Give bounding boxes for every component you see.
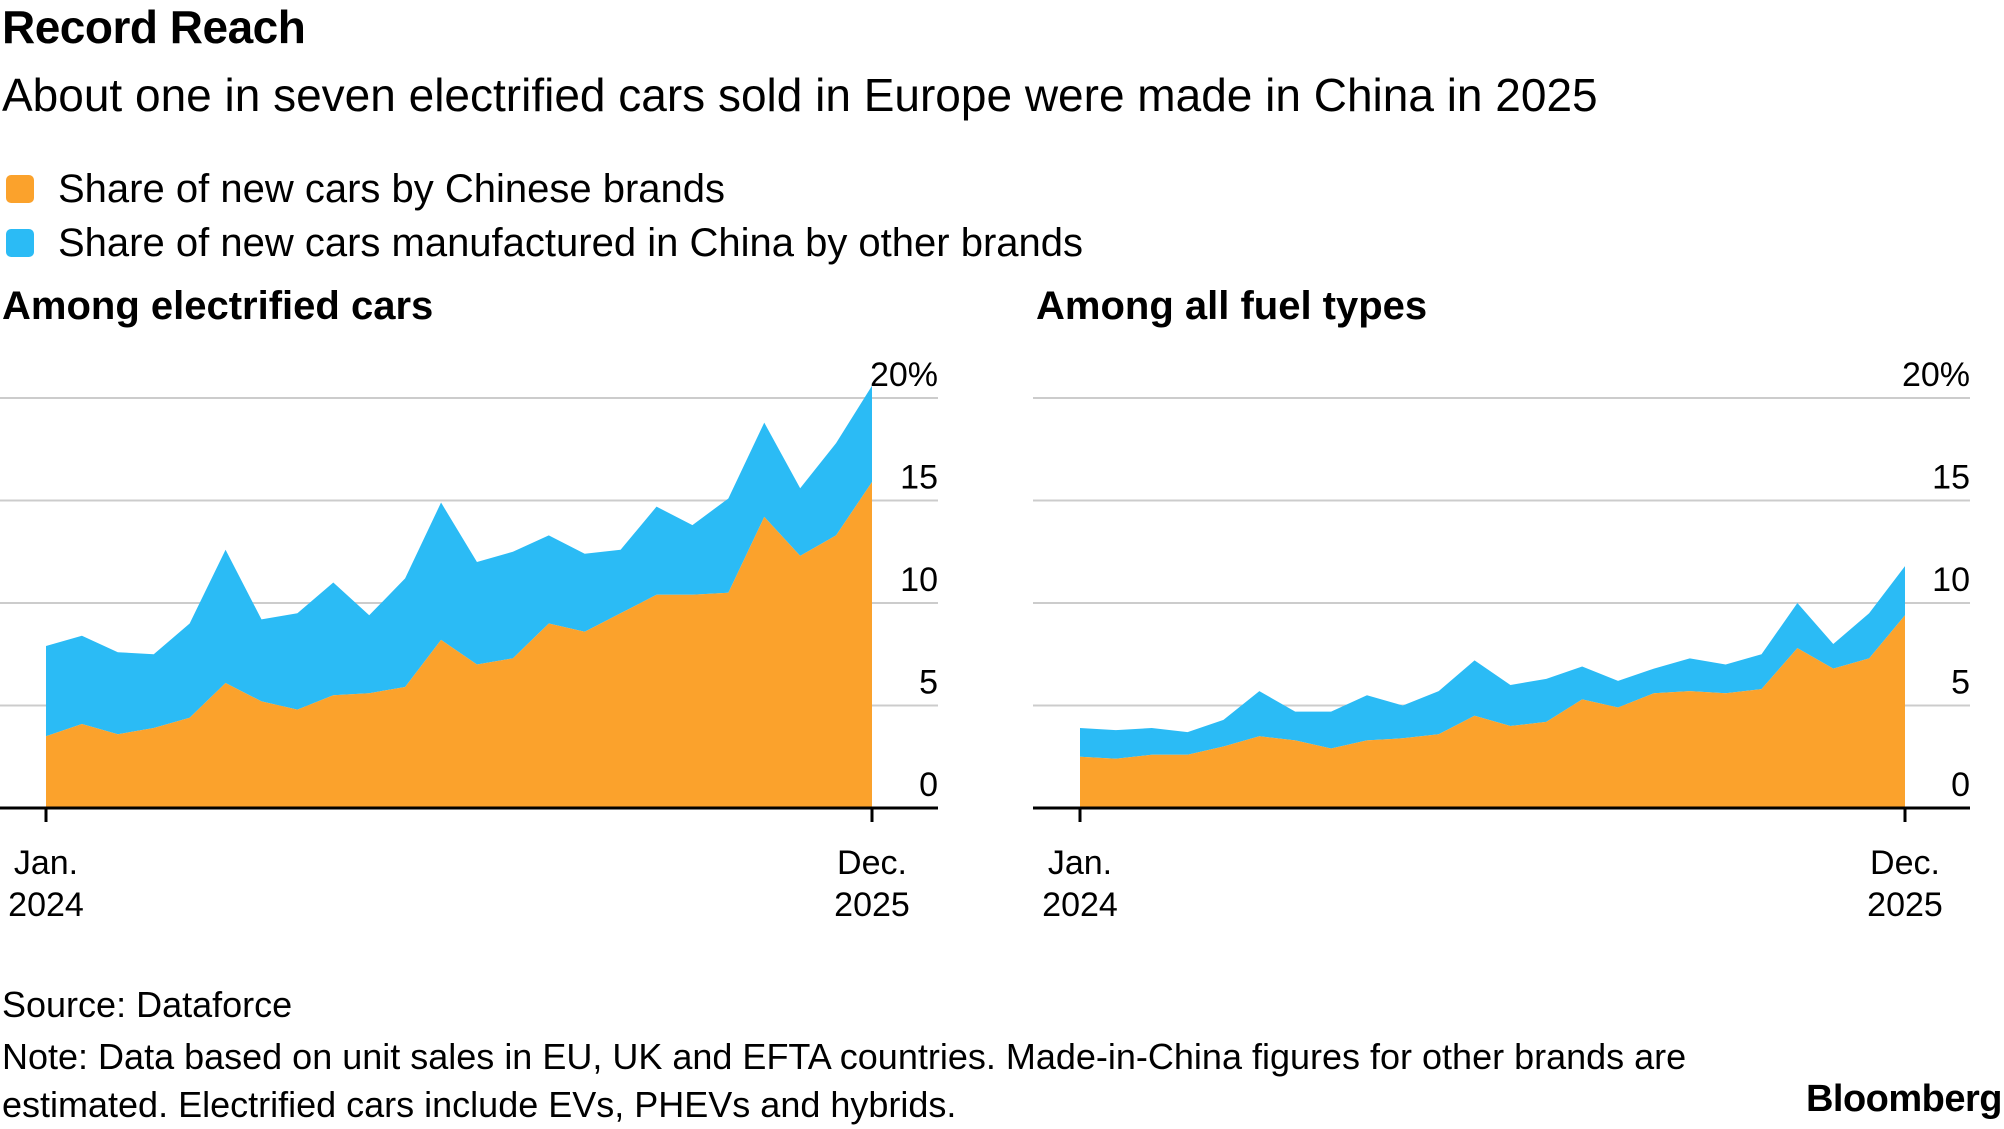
- x-tick-label-year: 2024: [8, 886, 84, 924]
- area-other-brands: [1080, 566, 1905, 759]
- y-tick-label-15: 15: [1932, 459, 1970, 497]
- y-tick-label-0: 0: [1951, 766, 1970, 804]
- legend-item-other-brands: Share of new cars manufactured in China …: [6, 216, 1083, 270]
- legend-swatch-other-brands: [6, 229, 34, 257]
- y-tick-label-20: 20%: [1902, 356, 1970, 394]
- y-tick-label-5: 5: [1951, 664, 1970, 702]
- x-tick-label-month: Dec.: [1870, 844, 1940, 882]
- x-tick-label-year: 2024: [1042, 886, 1118, 924]
- area-chinese-brands: [46, 482, 872, 808]
- note-text: Note: Data based on unit sales in EU, UK…: [2, 1036, 1687, 1125]
- x-tick-label-month: Dec.: [837, 844, 907, 882]
- panel-title-all-fuel: Among all fuel types: [1036, 284, 1428, 328]
- chart-title: Record Reach: [2, 1, 306, 53]
- legend-label-other-brands: Share of new cars manufactured in China …: [58, 220, 1084, 265]
- bloomberg-logo: Bloomberg: [1805, 1078, 2003, 1120]
- legend: Share of new cars by Chinese brands Shar…: [6, 162, 1083, 270]
- x-tick-label-month: Jan.: [1048, 844, 1112, 882]
- source-text: Source: Dataforce: [2, 984, 293, 1025]
- y-tick-label-0: 0: [919, 766, 938, 804]
- y-tick-label-15: 15: [900, 459, 938, 497]
- y-tick-label-10: 10: [1932, 561, 1970, 599]
- area-chinese-brands: [1080, 615, 1905, 808]
- legend-item-chinese-brands: Share of new cars by Chinese brands: [6, 162, 1083, 216]
- y-tick-label-20: 20%: [870, 356, 938, 394]
- panel-title-electrified: Among electrified cars: [2, 284, 434, 328]
- x-tick-label-year: 2025: [834, 886, 910, 924]
- legend-swatch-chinese-brands: [6, 175, 34, 203]
- x-tick-label-year: 2025: [1867, 886, 1943, 924]
- x-tick-label-month: Jan.: [14, 844, 78, 882]
- y-tick-label-5: 5: [919, 664, 938, 702]
- area-other-brands: [46, 385, 872, 737]
- y-tick-label-10: 10: [900, 561, 938, 599]
- chart-subtitle: About one in seven electrified cars sold…: [2, 69, 1598, 121]
- legend-label-chinese-brands: Share of new cars by Chinese brands: [58, 166, 726, 211]
